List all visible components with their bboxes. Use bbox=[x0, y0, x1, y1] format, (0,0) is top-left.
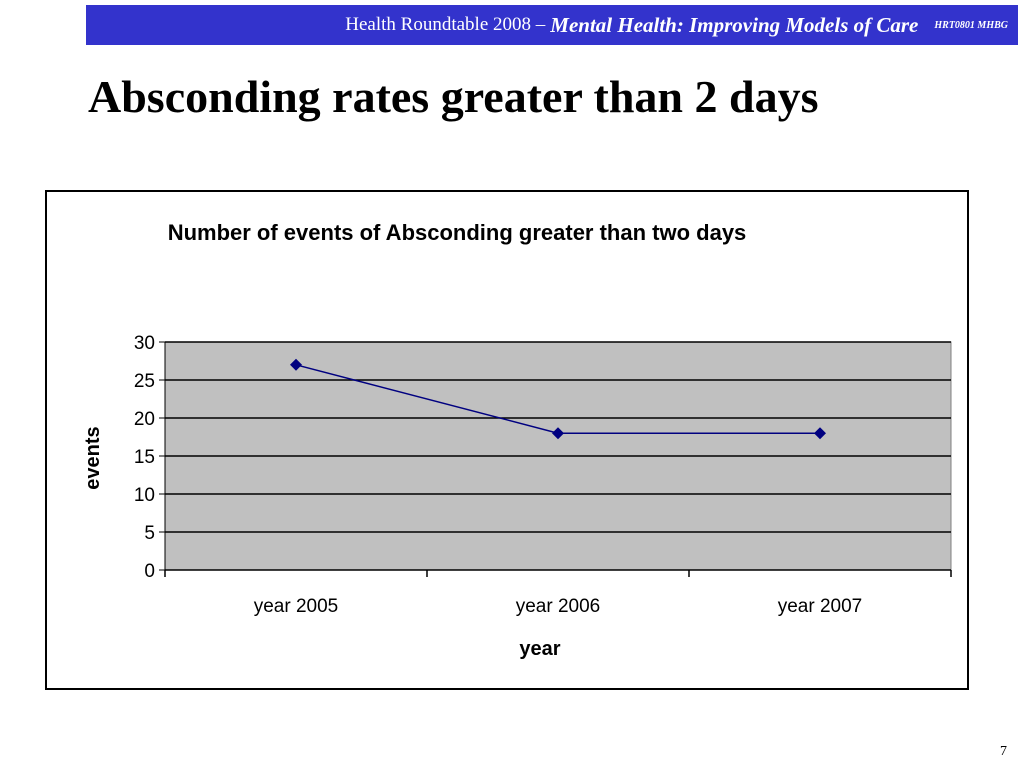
y-axis-title: events bbox=[82, 426, 104, 489]
data-point-marker bbox=[290, 358, 302, 371]
banner-code: HRT0801 MHBG bbox=[934, 19, 1008, 31]
slide-title: Absconding rates greater than 2 days bbox=[88, 71, 819, 122]
y-tick-label: 30 bbox=[134, 333, 155, 354]
x-tick-label: year 2006 bbox=[516, 596, 601, 617]
banner-prefix: Health Roundtable 2008 – bbox=[345, 14, 546, 35]
data-point-marker bbox=[814, 427, 826, 440]
x-tick-label: year 2007 bbox=[778, 596, 863, 617]
y-tick-label: 10 bbox=[134, 485, 155, 506]
line-chart: 0 5 10 15 20 25 30 year 2005 year 2006 year 2007 y… bbox=[82, 333, 952, 660]
page-number: 7 bbox=[1000, 744, 1007, 759]
y-tick-label: 0 bbox=[144, 561, 155, 582]
banner-emphasis: Mental Health: Improving Models of Care bbox=[550, 12, 919, 37]
y-tick-label: 25 bbox=[134, 371, 155, 392]
x-axis-title: year bbox=[519, 638, 560, 660]
y-tick-label: 20 bbox=[134, 409, 155, 430]
x-tick-label: year 2005 bbox=[254, 596, 339, 617]
y-tick-label: 5 bbox=[144, 523, 155, 544]
chart-frame: Number of events of Absconding greater t… bbox=[45, 190, 969, 690]
y-tick-label: 15 bbox=[134, 447, 155, 468]
chart-title: Number of events of Absconding greater t… bbox=[167, 220, 747, 245]
data-point-marker bbox=[552, 427, 564, 440]
header-banner: Health Roundtable 2008 – Mental Health: … bbox=[86, 5, 1018, 45]
